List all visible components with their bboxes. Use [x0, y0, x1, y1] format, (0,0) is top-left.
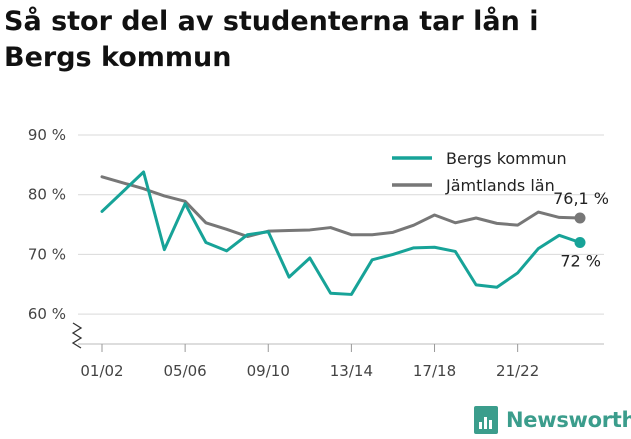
axis-break-zigzag [71, 322, 83, 349]
x-tick-label: 21/22 [496, 362, 539, 380]
x-tick-label: 05/06 [164, 362, 207, 380]
x-tick-label: 09/10 [247, 362, 290, 380]
y-axis-ticks: 60 % 70 % 80 % 90 % [28, 126, 66, 323]
series-end-point [574, 236, 586, 248]
brand-name: Newsworthy [506, 408, 631, 432]
newsworthy-logo-icon [474, 406, 498, 434]
y-tick-label: 70 % [28, 245, 66, 263]
axis-break-icon [71, 322, 83, 349]
legend-label: Jämtlands län [445, 176, 555, 195]
series-line [100, 170, 582, 296]
x-tick-label: 13/14 [330, 362, 373, 380]
brand-logo: Newsworthy [474, 404, 631, 436]
chart-title: Så stor del av studenterna tar lån i Ber… [4, 6, 539, 73]
y-tick-label: 80 % [28, 186, 66, 204]
x-axis-ticks: 01/02 05/06 09/10 13/14 17/18 21/22 [80, 344, 539, 380]
gridlines [78, 134, 604, 345]
legend-label: Bergs kommun [446, 149, 567, 168]
series-end-label: 72 % [560, 251, 601, 270]
x-tick-label: 17/18 [413, 362, 456, 380]
y-tick-label: 60 % [28, 305, 66, 323]
x-tick-label: 01/02 [80, 362, 123, 380]
series-end-label: 76,1 % [553, 189, 609, 208]
series-lines: 72 % 76,1 % [100, 170, 609, 296]
series-end-point [574, 212, 586, 224]
y-tick-label: 90 % [28, 126, 66, 144]
series-line [100, 175, 582, 239]
legend: Bergs kommun Jämtlands län [392, 149, 567, 195]
